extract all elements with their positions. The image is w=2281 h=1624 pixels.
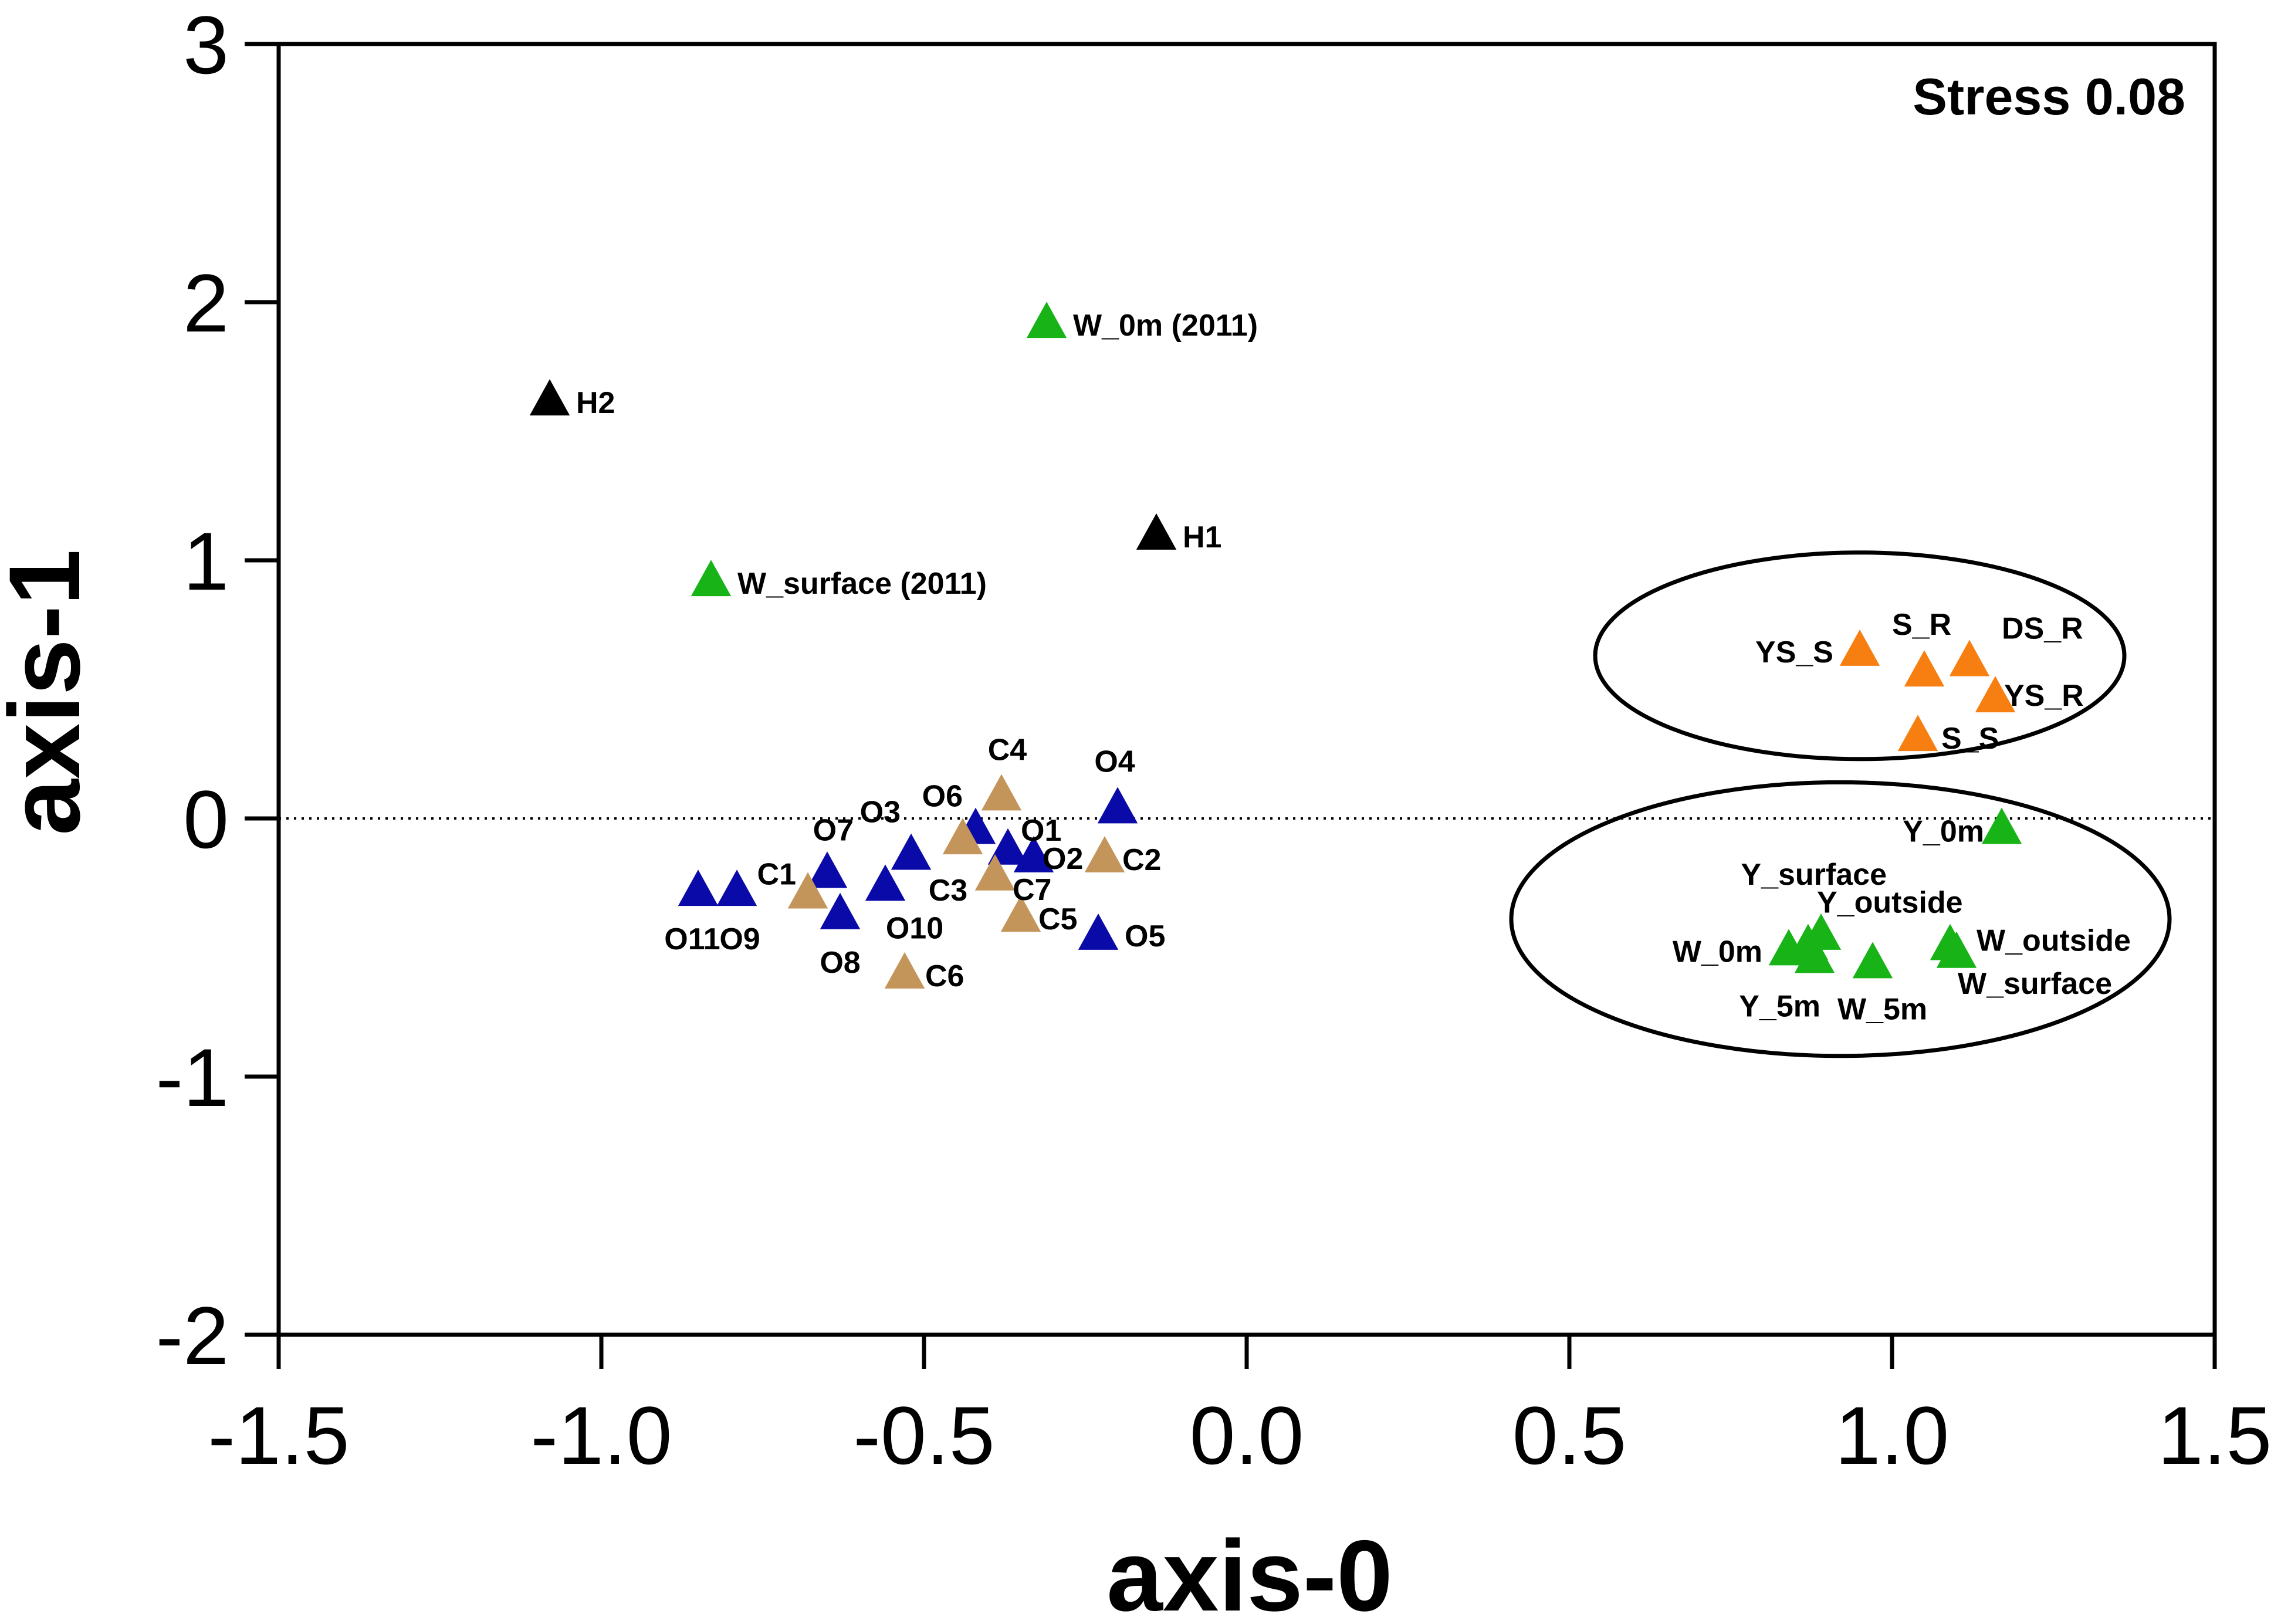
data-point-marker [865, 864, 906, 901]
data-point-marker [884, 952, 925, 989]
data-point-marker [981, 774, 1022, 811]
data-point-label: Y_5m [1739, 990, 1820, 1024]
y-tick-label: -2 [156, 1290, 229, 1382]
data-point-label: O10 [886, 911, 943, 945]
data-point-label: H2 [576, 386, 615, 420]
data-point-label: S_R [1892, 608, 1951, 642]
data-point-label: Y_surface [1741, 858, 1887, 892]
data-point-label: S_S [1941, 722, 1999, 756]
x-tick-label: -1.5 [208, 1389, 349, 1481]
data-point-marker [787, 872, 828, 909]
data-point-marker [1013, 836, 1054, 872]
data-point-marker [1949, 640, 1990, 676]
x-tick-label: 0.5 [1512, 1389, 1627, 1481]
data-point-label: Y_outside [1817, 886, 1963, 920]
data-point-label: DS_R [2002, 612, 2083, 646]
x-axis-title: axis-0 [1106, 1520, 1393, 1624]
data-point-label: C1 [757, 858, 796, 892]
data-point-label: O3 [860, 796, 901, 830]
data-point-marker [1839, 630, 1880, 666]
data-point-marker [1026, 302, 1067, 339]
data-point-label: O7 [813, 813, 854, 847]
cluster-ellipse [1509, 780, 2172, 1058]
data-point-marker [1904, 650, 1945, 687]
x-tick-label: 0.0 [1190, 1389, 1304, 1481]
data-point-marker [1768, 929, 1809, 966]
data-point-label: O4 [1094, 745, 1135, 779]
data-points [529, 302, 2022, 989]
data-point-marker [1936, 931, 1977, 968]
y-axis-title: axis-1 [0, 549, 101, 835]
data-point-label: O5 [1125, 919, 1165, 953]
x-tick-label: -1.0 [530, 1389, 672, 1481]
data-point-label: W_0m (2011) [1073, 309, 1258, 343]
data-point-marker [942, 818, 983, 855]
data-point-label: O6 [922, 780, 963, 814]
point-labels: H2 H1 W_0m (2011) W_surface (2011) Y_0m Y_sur… [576, 309, 2131, 1026]
y-tick-label: 3 [183, 0, 229, 91]
data-point-label: O1 [1021, 814, 1061, 848]
data-point-label: Y_0m [1903, 815, 1984, 849]
data-point-marker [974, 854, 1016, 891]
data-point-label: C5 [1038, 902, 1077, 936]
plot-frame [276, 42, 2217, 1337]
data-point-label: W_outside [1977, 924, 2131, 958]
x-tick-label: -0.5 [853, 1389, 994, 1481]
data-point-label: O9 [719, 922, 760, 956]
y-tick-label: 1 [183, 515, 229, 607]
data-point-marker [1000, 895, 1041, 932]
x-axis-ticks: -1.5 -1.0 -0.5 0.0 0.5 1.0 1.5 [208, 1335, 2272, 1481]
data-point-label: O11 [664, 922, 720, 956]
data-point-label: H1 [1183, 520, 1221, 554]
data-point-label: C7 [1013, 873, 1051, 907]
y-tick-label: 0 [183, 773, 229, 865]
x-tick-label: 1.5 [2158, 1389, 2272, 1481]
data-point-marker [1078, 914, 1119, 950]
data-point-label: W_surface (2011) [737, 567, 987, 601]
data-point-label: C3 [929, 874, 967, 908]
data-point-label: YS_S [1755, 635, 1833, 669]
data-point-label: C6 [925, 959, 964, 993]
data-point-label: C2 [1122, 843, 1161, 877]
plot-area [276, 42, 2217, 1337]
data-point-marker [1897, 715, 1938, 752]
stress-annotation: Stress 0.08 [1913, 67, 2185, 126]
data-point-marker [529, 379, 570, 416]
data-point-label: W_5m [1837, 992, 1927, 1026]
y-axis-ticks: -2 -1 0 1 2 3 [156, 0, 279, 1382]
data-point-label: O8 [820, 946, 860, 980]
data-point-label: YS_R [2004, 679, 2084, 713]
data-point-marker [678, 869, 719, 906]
data-point-label: W_surface [1958, 967, 2112, 1001]
data-point-label: C4 [988, 733, 1027, 767]
data-point-marker [1136, 513, 1177, 550]
data-point-marker [691, 560, 732, 597]
y-tick-label: -1 [156, 1031, 229, 1124]
data-point-marker [1852, 942, 1893, 979]
data-point-marker [716, 869, 757, 906]
cluster-ellipse [1593, 550, 2127, 762]
y-tick-label: 2 [183, 257, 229, 349]
data-point-label: W_0m [1673, 935, 1762, 969]
data-point-marker [987, 828, 1028, 865]
data-point-marker [1981, 807, 2022, 844]
data-point-marker [1084, 836, 1125, 872]
x-tick-label: 1.0 [1835, 1389, 1950, 1481]
data-point-marker [1097, 787, 1138, 824]
data-point-marker [891, 833, 932, 870]
data-point-marker [1975, 676, 2016, 713]
data-point-marker [807, 851, 848, 888]
data-point-marker [1794, 936, 1835, 973]
cluster-ellipses [1509, 550, 2172, 1058]
data-point-marker [820, 892, 861, 929]
data-point-label: O2 [1043, 842, 1083, 876]
